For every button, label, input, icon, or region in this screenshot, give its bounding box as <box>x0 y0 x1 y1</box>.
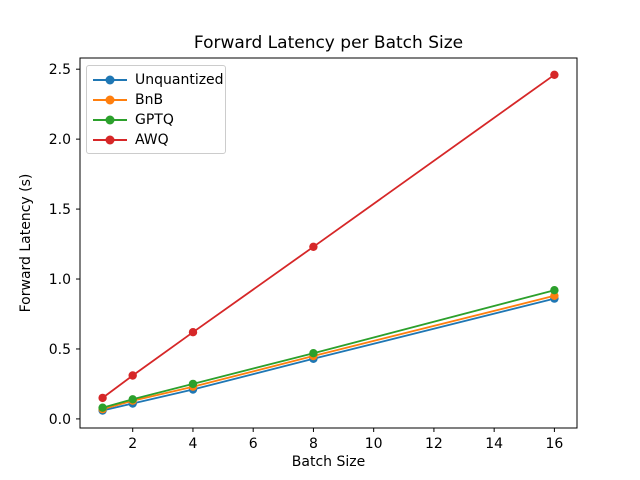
data-point-awq <box>98 393 107 403</box>
x-tick-label: 4 <box>188 436 197 452</box>
legend-entry-bnb: BnB <box>93 90 225 110</box>
y-tick-label: 1.5 <box>49 202 71 218</box>
legend-entry-awq: AWQ <box>93 130 225 150</box>
legend-label: AWQ <box>135 132 169 148</box>
legend-marker-icon <box>93 135 127 145</box>
x-tick-label: 12 <box>425 436 443 452</box>
data-point-awq <box>188 328 198 337</box>
x-tick-label: 2 <box>128 436 137 452</box>
legend-marker-icon <box>93 75 127 85</box>
y-tick-label: 0.5 <box>49 342 71 358</box>
data-point-awq <box>309 242 318 251</box>
legend-label: Unquantized <box>135 72 224 88</box>
y-tick-label: 2.0 <box>49 132 71 148</box>
legend: Unquantized BnB GPTQ AWQ <box>86 65 226 154</box>
series-line-unquantized <box>102 297 555 412</box>
legend-marker-icon <box>93 115 127 125</box>
legend-entry-gptq: GPTQ <box>93 110 225 130</box>
x-tick-label: 14 <box>485 436 503 452</box>
chart-title: Forward Latency per Batch Size <box>193 33 464 53</box>
legend-marker-icon <box>93 95 127 105</box>
y-tick-label: 0.0 <box>49 412 71 428</box>
legend-entry-unquantized: Unquantized <box>93 70 225 90</box>
data-point-awq <box>128 371 137 380</box>
axes-frame <box>79 57 578 429</box>
x-tick-label: 10 <box>365 436 383 452</box>
data-point-gptq <box>98 403 107 412</box>
legend-label: GPTQ <box>135 112 174 128</box>
data-point-gptq <box>309 349 318 358</box>
legend-label: BnB <box>135 92 164 108</box>
y-tick-label: 1.0 <box>49 272 71 288</box>
x-tick-label: 16 <box>545 436 563 452</box>
x-axis-label: Batch Size <box>291 454 366 470</box>
data-point-gptq <box>550 286 559 295</box>
data-point-gptq <box>128 395 137 404</box>
y-tick-label: 2.5 <box>49 62 71 78</box>
series-line-bnb <box>102 294 555 410</box>
data-point-gptq <box>188 379 198 389</box>
data-point-awq <box>550 70 559 80</box>
x-tick-label: 6 <box>249 436 258 452</box>
x-tick-label: 8 <box>309 436 318 452</box>
